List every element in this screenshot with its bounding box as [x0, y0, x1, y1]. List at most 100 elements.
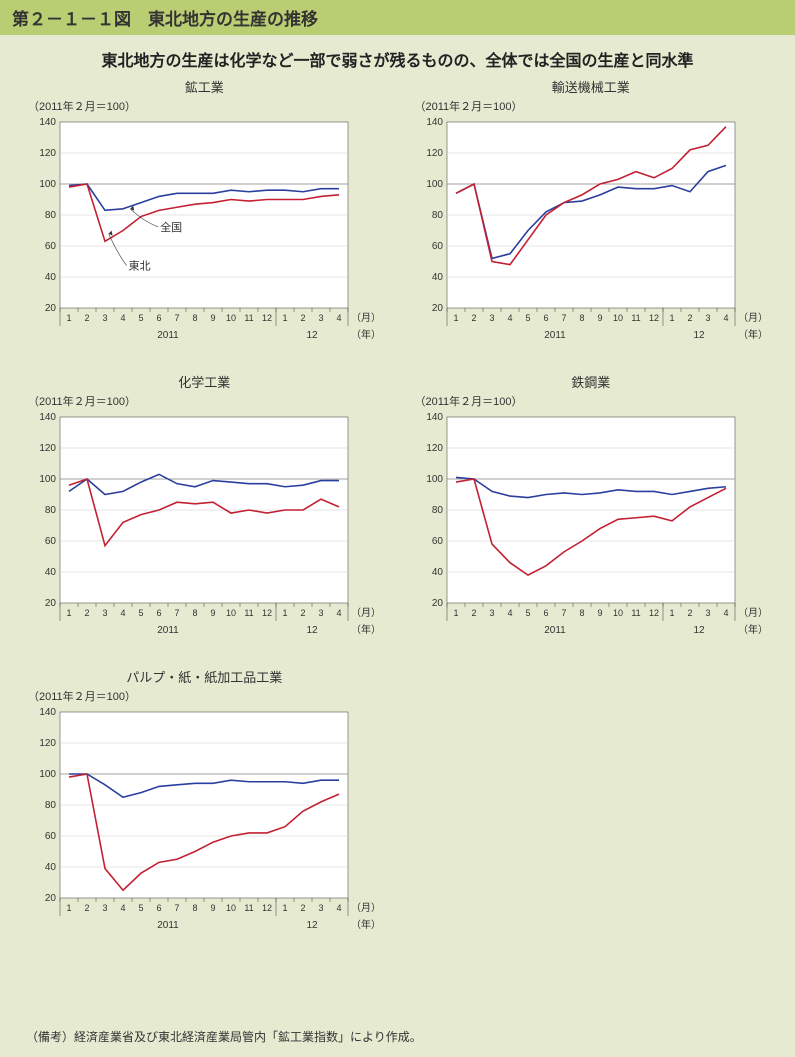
- x-unit-label-month: （月）: [351, 902, 380, 914]
- x-year-label: 2011: [157, 330, 179, 341]
- y-tick-label: 60: [432, 241, 444, 252]
- x-tick-label: 8: [193, 903, 198, 913]
- y-tick-label: 140: [40, 412, 57, 423]
- x-tick-label: 2: [687, 608, 692, 618]
- x-tick-label: 1: [669, 608, 674, 618]
- y-tick-label: 100: [40, 179, 57, 190]
- x-tick-label: 1: [453, 313, 458, 323]
- x-tick-label: 9: [211, 313, 216, 323]
- x-year-label: 12: [307, 625, 319, 636]
- x-tick-label: 9: [597, 608, 602, 618]
- y-tick-label: 40: [432, 272, 444, 283]
- y-tick-label: 120: [40, 443, 57, 454]
- chart-panel: 化学工業（2011年２月＝100）20406080100120140123456…: [26, 372, 383, 647]
- x-tick-label: 6: [157, 313, 162, 323]
- y-tick-label: 80: [432, 210, 444, 221]
- chart-title: 輸送機械工業: [552, 77, 630, 96]
- x-unit-label-year: （年）: [351, 328, 380, 341]
- x-year-label: 12: [307, 920, 319, 931]
- x-tick-label: 11: [631, 608, 640, 618]
- x-tick-label: 3: [319, 903, 324, 913]
- y-tick-label: 60: [432, 536, 444, 547]
- x-tick-label: 12: [262, 608, 272, 618]
- y-tick-label: 20: [432, 598, 444, 609]
- baseline-label: （2011年２月＝100）: [415, 393, 523, 409]
- x-tick-label: 4: [121, 313, 126, 323]
- x-tick-label: 4: [337, 313, 342, 323]
- x-tick-label: 2: [85, 903, 90, 913]
- y-tick-label: 120: [40, 148, 57, 159]
- annotation-label: 東北: [129, 260, 151, 273]
- x-tick-label: 1: [283, 608, 288, 618]
- x-tick-label: 5: [139, 903, 144, 913]
- chart-title: 鉱工業: [185, 77, 224, 96]
- x-tick-label: 10: [226, 313, 236, 323]
- x-unit-label-month: （月）: [738, 312, 767, 324]
- x-tick-label: 2: [471, 608, 476, 618]
- plot-area: 2040608010012014012345678910111212342011…: [28, 706, 380, 942]
- chart-panel: 鉄鋼業（2011年２月＝100）204060801001201401234567…: [413, 372, 770, 647]
- x-tick-label: 4: [337, 903, 342, 913]
- x-tick-label: 4: [723, 313, 728, 323]
- x-tick-label: 4: [121, 903, 126, 913]
- x-tick-label: 3: [103, 313, 108, 323]
- x-tick-label: 1: [669, 313, 674, 323]
- x-tick-label: 3: [489, 608, 494, 618]
- y-tick-label: 140: [426, 117, 443, 128]
- y-tick-label: 60: [45, 831, 57, 842]
- x-tick-label: 8: [579, 313, 584, 323]
- x-tick-label: 5: [525, 313, 530, 323]
- x-tick-label: 11: [245, 608, 254, 618]
- y-tick-label: 120: [426, 443, 443, 454]
- x-tick-label: 9: [211, 903, 216, 913]
- x-tick-label: 5: [139, 608, 144, 618]
- x-tick-label: 1: [283, 903, 288, 913]
- x-tick-label: 10: [226, 608, 236, 618]
- x-year-label: 12: [693, 625, 705, 636]
- chart-grid: 鉱工業（2011年２月＝100）204060801001201401234567…: [0, 77, 795, 942]
- x-tick-label: 8: [193, 608, 198, 618]
- y-tick-label: 40: [45, 272, 57, 283]
- x-unit-label-year: （年）: [738, 623, 767, 636]
- x-tick-label: 7: [175, 608, 180, 618]
- x-year-label: 12: [693, 330, 705, 341]
- x-tick-label: 3: [489, 313, 494, 323]
- x-tick-label: 5: [139, 313, 144, 323]
- x-tick-label: 2: [687, 313, 692, 323]
- x-unit-label-month: （月）: [351, 607, 380, 619]
- x-tick-label: 11: [631, 313, 640, 323]
- x-unit-label-year: （年）: [738, 328, 767, 341]
- x-tick-label: 4: [507, 608, 512, 618]
- annotation-label: 全国: [160, 220, 182, 234]
- x-tick-label: 3: [103, 903, 108, 913]
- y-tick-label: 20: [45, 303, 57, 314]
- x-tick-label: 3: [705, 608, 710, 618]
- x-tick-label: 12: [649, 313, 659, 323]
- x-tick-label: 12: [262, 903, 272, 913]
- y-tick-label: 40: [45, 567, 57, 578]
- footnote: （備考）経済産業省及び東北経済産業局管内「鉱工業指数」により作成。: [26, 1028, 422, 1045]
- x-unit-label-year: （年）: [351, 918, 380, 931]
- x-tick-label: 8: [193, 313, 198, 323]
- x-tick-label: 3: [319, 313, 324, 323]
- baseline-label: （2011年２月＝100）: [28, 688, 136, 704]
- x-tick-label: 10: [613, 313, 623, 323]
- x-tick-label: 4: [121, 608, 126, 618]
- x-tick-label: 6: [157, 903, 162, 913]
- y-tick-label: 80: [45, 505, 57, 516]
- x-tick-label: 12: [262, 313, 272, 323]
- y-tick-label: 40: [45, 862, 57, 873]
- x-tick-label: 2: [85, 313, 90, 323]
- x-tick-label: 7: [175, 313, 180, 323]
- x-tick-label: 4: [507, 313, 512, 323]
- y-tick-label: 60: [45, 536, 57, 547]
- x-tick-label: 7: [561, 608, 566, 618]
- baseline-label: （2011年２月＝100）: [28, 98, 136, 114]
- y-tick-label: 140: [40, 117, 57, 128]
- x-tick-label: 2: [301, 608, 306, 618]
- x-unit-label-month: （月）: [351, 312, 380, 324]
- y-tick-label: 40: [432, 567, 444, 578]
- chart-title: 鉄鋼業: [571, 372, 610, 391]
- x-tick-label: 2: [301, 313, 306, 323]
- x-tick-label: 11: [245, 313, 254, 323]
